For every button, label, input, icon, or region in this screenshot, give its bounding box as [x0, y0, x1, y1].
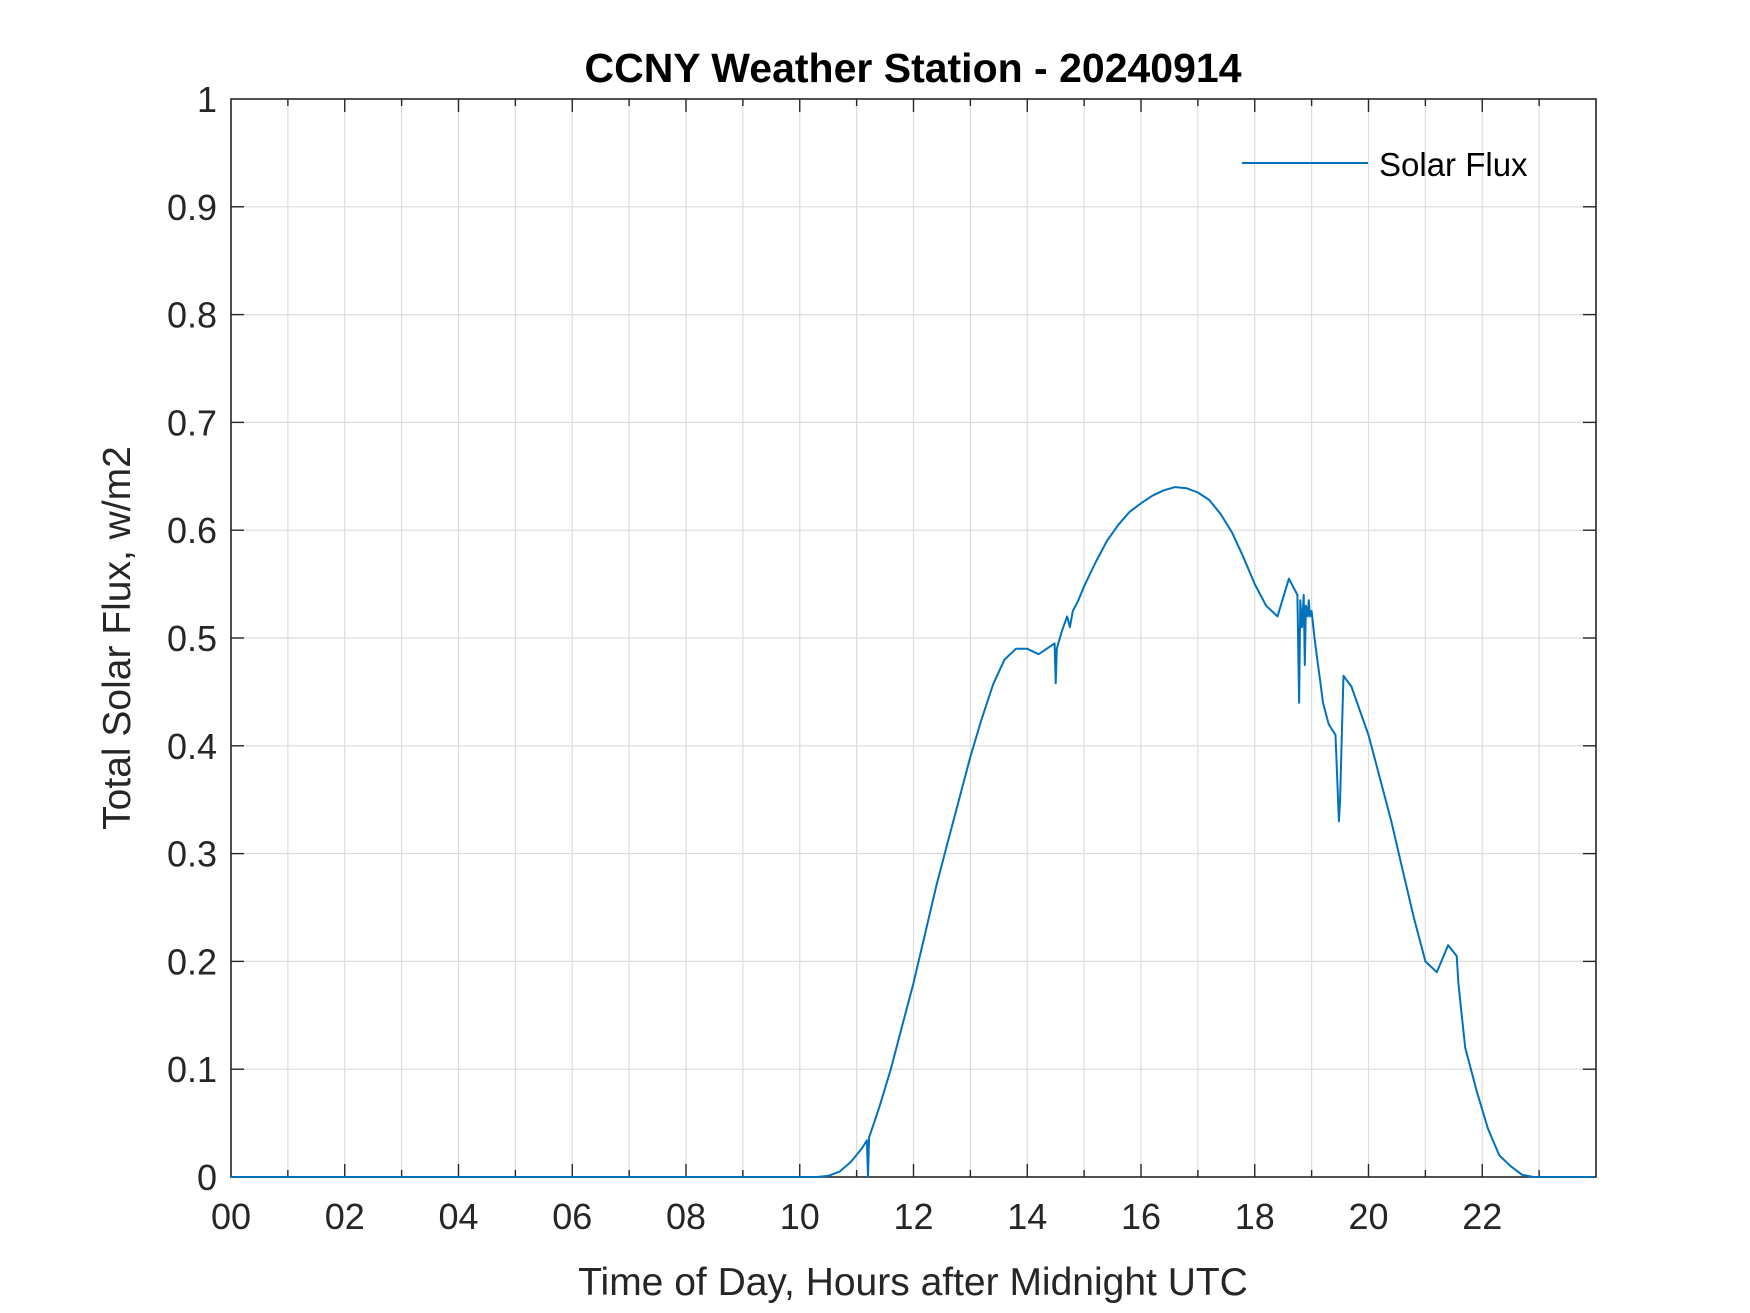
x-tick-labels: 00 02 04 06 08 10 12 14 16 18 20 22	[211, 1196, 1502, 1237]
x-tick-label: 16	[1121, 1196, 1161, 1237]
tick-marks	[231, 99, 1596, 1177]
y-tick-label: 0.5	[167, 618, 217, 659]
x-tick-label: 00	[211, 1196, 251, 1237]
legend-label-solar-flux: Solar Flux	[1379, 146, 1528, 183]
x-tick-label: 12	[893, 1196, 933, 1237]
axes-box	[230, 98, 1597, 1178]
y-tick-label: 0.3	[167, 834, 217, 875]
y-tick-label: 0.4	[167, 726, 217, 767]
x-tick-label: 04	[438, 1196, 478, 1237]
x-tick-label: 22	[1462, 1196, 1502, 1237]
x-tick-label: 08	[666, 1196, 706, 1237]
x-tick-label: 10	[780, 1196, 820, 1237]
y-tick-label: 0	[197, 1157, 217, 1198]
series-line-solar-flux	[231, 486, 1594, 1178]
x-tick-label: 14	[1007, 1196, 1047, 1237]
y-tick-labels: 0 0.1 0.2 0.3 0.4 0.5 0.6 0.7 0.8 0.9 1	[167, 79, 217, 1198]
grid	[231, 99, 1596, 1177]
y-tick-label: 1	[197, 79, 217, 120]
y-tick-label: 0.6	[167, 510, 217, 551]
x-tick-label: 20	[1348, 1196, 1388, 1237]
x-tick-label: 18	[1235, 1196, 1275, 1237]
chart-title: CCNY Weather Station - 20240914	[584, 45, 1241, 91]
y-tick-label: 0.9	[167, 187, 217, 228]
y-tick-label: 0.8	[167, 295, 217, 336]
y-tick-label: 0.7	[167, 402, 217, 443]
x-tick-label: 02	[325, 1196, 365, 1237]
series-layer	[231, 486, 1594, 1178]
x-axis-label: Time of Day, Hours after Midnight UTC	[578, 1261, 1248, 1304]
y-tick-label: 0.2	[167, 941, 217, 982]
x-tick-label: 06	[552, 1196, 592, 1237]
y-axis-label: Total Solar Flux, w/m2	[96, 446, 139, 830]
y-tick-label: 0.1	[167, 1049, 217, 1090]
legend: Solar Flux	[1242, 146, 1528, 183]
